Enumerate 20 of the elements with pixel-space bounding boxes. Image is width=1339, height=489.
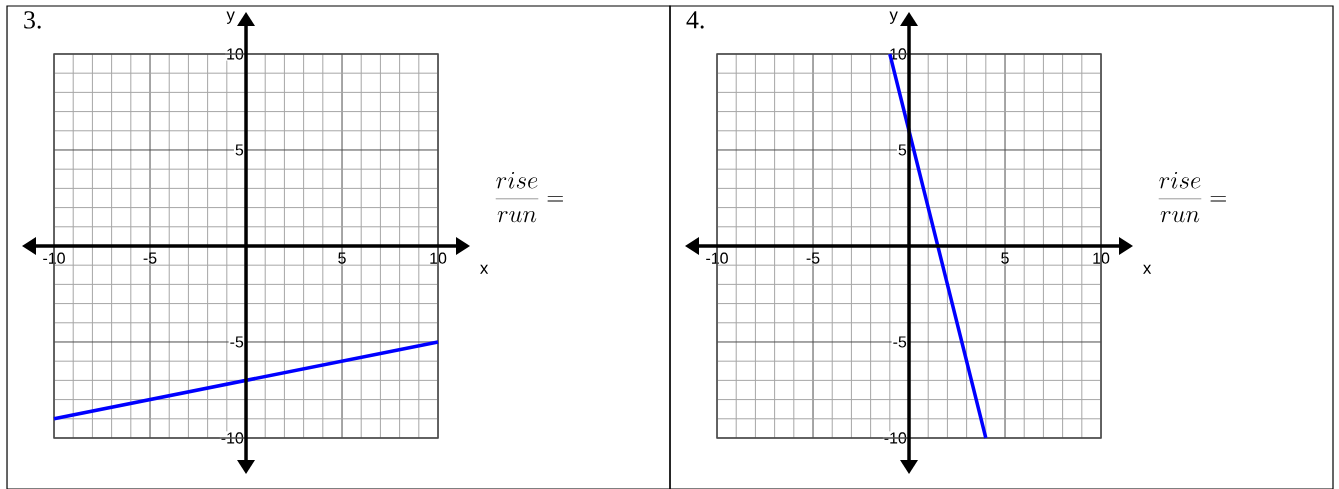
text: $\frac{rise}{run} =$ — [495, 171, 564, 223]
chart-title: 4. — [686, 11, 704, 29]
y-axis-title: y — [889, 11, 898, 24]
x-tick-label: -5 — [143, 252, 157, 264]
x-axis-title: x — [480, 264, 489, 274]
y-tick-label: -5 — [893, 336, 907, 348]
chart-title: 3. — [24, 11, 41, 29]
x-tick-label: -5 — [806, 252, 820, 264]
text: $\frac{rise}{run} =$ — [1158, 171, 1227, 223]
y-tick-label: 10 — [227, 48, 244, 60]
y-tick-label: -10 — [221, 432, 244, 444]
y-tick-label: 10 — [890, 48, 907, 60]
x-tick-label: 5 — [1001, 252, 1009, 264]
y-tick-label: 5 — [235, 144, 244, 156]
y-axis-title: y — [226, 11, 235, 24]
x-axis-title: x — [1143, 264, 1152, 274]
y-tick-label: -10 — [884, 432, 907, 444]
x-tick-label: 5 — [338, 252, 346, 264]
y-tick-label: -5 — [230, 336, 244, 348]
y-tick-label: 5 — [898, 144, 907, 156]
